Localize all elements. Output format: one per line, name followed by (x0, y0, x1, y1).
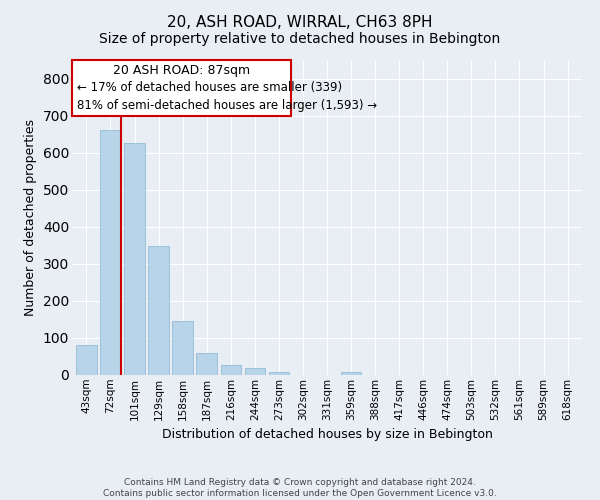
Bar (196, 353, 217, 375)
FancyBboxPatch shape (72, 60, 291, 116)
X-axis label: Distribution of detached houses by size in Bebington: Distribution of detached houses by size … (161, 428, 493, 441)
Text: Contains HM Land Registry data © Crown copyright and database right 2024.
Contai: Contains HM Land Registry data © Crown c… (103, 478, 497, 498)
Bar (124, 144, 145, 375)
Bar (221, 365, 241, 375)
Bar (172, 320, 193, 375)
Bar (269, 372, 289, 375)
Text: 81% of semi-detached houses are larger (1,593) →: 81% of semi-detached houses are larger (… (77, 99, 377, 112)
Bar (100, 130, 121, 375)
Y-axis label: Number of detached properties: Number of detached properties (24, 119, 37, 316)
Text: Size of property relative to detached houses in Bebington: Size of property relative to detached ho… (100, 32, 500, 46)
Bar (245, 368, 265, 375)
Text: 20, ASH ROAD, WIRRAL, CH63 8PH: 20, ASH ROAD, WIRRAL, CH63 8PH (167, 15, 433, 30)
Bar (341, 372, 361, 375)
Bar (76, 344, 97, 375)
Text: 20 ASH ROAD: 87sqm: 20 ASH ROAD: 87sqm (113, 64, 250, 76)
Bar (148, 246, 169, 375)
Text: ← 17% of detached houses are smaller (339): ← 17% of detached houses are smaller (33… (77, 82, 342, 94)
